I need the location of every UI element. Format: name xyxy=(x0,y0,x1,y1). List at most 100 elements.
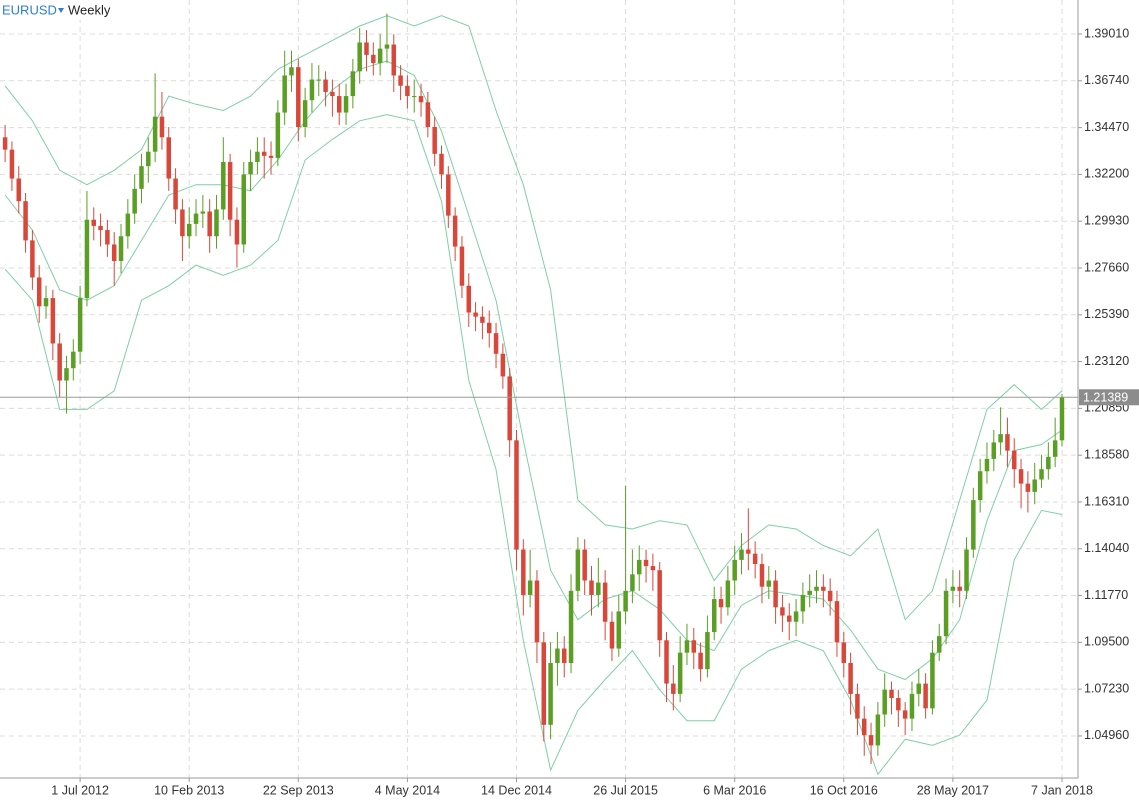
candle-body xyxy=(977,471,983,501)
candle-body xyxy=(616,611,622,649)
x-tick-label: 26 Jul 2015 xyxy=(593,783,658,797)
candle-body xyxy=(725,580,731,608)
candle-body xyxy=(180,209,185,237)
candle-body xyxy=(534,580,540,643)
candle-body xyxy=(439,153,444,175)
candle-body xyxy=(1018,469,1024,484)
candle-body xyxy=(1011,450,1017,470)
candle-body xyxy=(193,213,199,224)
candle-body xyxy=(173,178,178,210)
candle-body xyxy=(902,710,908,719)
candle-body xyxy=(405,85,410,97)
x-tick-label: 6 Mar 2016 xyxy=(703,783,766,797)
candle-body xyxy=(384,44,390,49)
candle-body xyxy=(984,458,990,472)
candle-body xyxy=(234,219,240,245)
candle-body xyxy=(30,240,35,278)
candle-body xyxy=(739,549,744,560)
candle-body xyxy=(555,648,560,663)
candle-body xyxy=(589,580,594,595)
candle-body xyxy=(316,79,322,81)
candle-body xyxy=(166,137,172,179)
y-tick-label: 1.39010 xyxy=(1084,26,1129,40)
candle-body xyxy=(527,580,533,595)
candle-body xyxy=(759,564,765,587)
bollinger-bands xyxy=(4,15,1063,776)
candle-body xyxy=(248,162,253,175)
x-tick-label: 22 Sep 2013 xyxy=(263,783,334,797)
candle-body xyxy=(950,586,956,591)
candle-body xyxy=(241,174,247,245)
x-tick-label: 7 Jan 2018 xyxy=(1031,783,1093,797)
candle-body xyxy=(77,298,83,352)
bollinger-upper xyxy=(4,15,1063,621)
x-tick-label: 1 Jul 2012 xyxy=(51,783,109,797)
candle-body xyxy=(371,54,376,64)
y-tick-label: 1.09500 xyxy=(1084,635,1129,649)
candles xyxy=(2,13,1065,764)
candle-body xyxy=(1059,397,1065,441)
candle-body xyxy=(834,601,840,643)
candle-body xyxy=(691,640,697,653)
candle-body xyxy=(650,566,656,571)
candle-body xyxy=(43,298,49,307)
timeframe[interactable]: Weekly xyxy=(68,2,111,17)
candle-body xyxy=(336,96,342,113)
candle-body xyxy=(111,244,117,261)
candle-body xyxy=(466,285,472,313)
candle-body xyxy=(793,611,799,622)
candle-body xyxy=(486,322,492,334)
candle-body xyxy=(98,225,103,231)
candle-body xyxy=(807,590,812,595)
candle-body xyxy=(889,689,894,699)
candle-body xyxy=(16,178,22,202)
candle-body xyxy=(752,553,758,565)
symbol[interactable]: EURUSD xyxy=(2,2,57,17)
candle-body xyxy=(2,137,8,150)
candle-body xyxy=(780,607,785,616)
candle-body xyxy=(452,215,458,247)
current-price-label: 1.21389 xyxy=(1083,391,1128,405)
candle-body xyxy=(698,652,703,670)
candle-body xyxy=(1052,440,1058,457)
candle-body xyxy=(814,586,819,591)
candle-body xyxy=(227,162,233,220)
candle-body xyxy=(118,236,124,261)
candle-body xyxy=(664,640,669,684)
candle-body xyxy=(255,151,260,163)
bollinger-lower xyxy=(4,114,1063,776)
candle-body xyxy=(561,648,567,663)
candle-body xyxy=(398,75,403,86)
candle-body xyxy=(9,149,15,179)
candle-body xyxy=(896,698,901,711)
candle-body xyxy=(643,559,649,567)
candle-body xyxy=(971,500,976,550)
candle-body xyxy=(309,79,315,101)
candle-body xyxy=(1046,456,1051,470)
candle-body xyxy=(146,151,151,167)
candle-body xyxy=(630,574,635,591)
candle-body xyxy=(296,67,301,127)
candle-body xyxy=(677,652,683,694)
candle-body xyxy=(500,353,506,377)
candle-body xyxy=(330,91,335,97)
dropdown-arrow[interactable] xyxy=(58,8,64,13)
candle-body xyxy=(1005,434,1010,451)
y-tick-label: 1.34470 xyxy=(1084,120,1129,134)
x-tick-label: 10 Feb 2013 xyxy=(154,783,224,797)
candle-body xyxy=(773,580,778,608)
candle-body xyxy=(609,621,615,649)
candle-body xyxy=(275,112,281,158)
candle-body xyxy=(596,582,601,595)
candle-body xyxy=(323,79,328,92)
candle-body xyxy=(23,201,28,241)
candle-body xyxy=(473,312,478,317)
candle-body xyxy=(684,640,690,653)
candle-body xyxy=(514,440,519,550)
candle-body xyxy=(861,718,867,736)
candle-body xyxy=(289,67,294,76)
candle-body xyxy=(425,102,431,127)
symbol-header[interactable]: EURUSD Weekly xyxy=(0,0,118,20)
y-tick-label: 1.07230 xyxy=(1084,681,1129,695)
